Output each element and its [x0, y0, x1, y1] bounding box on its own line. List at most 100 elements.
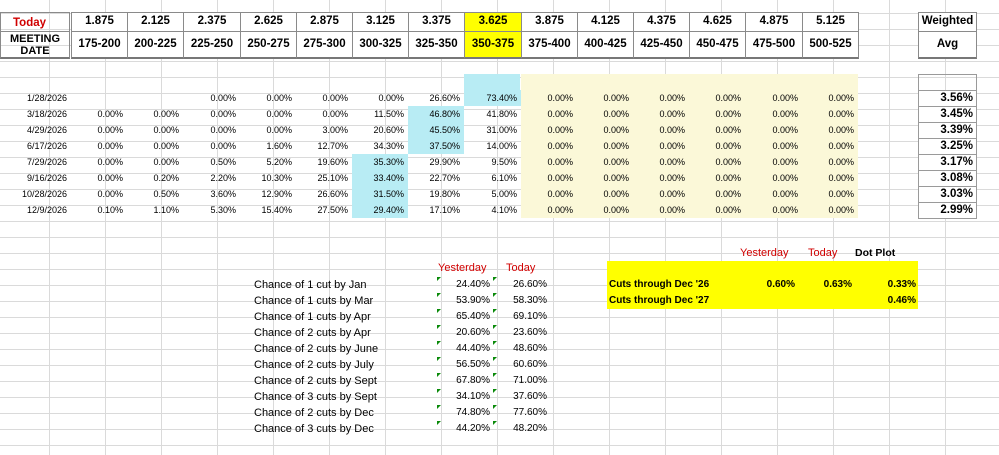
- probability-cell[interactable]: 0.00%: [210, 109, 236, 119]
- probability-cell[interactable]: 26.60%: [429, 93, 460, 103]
- probability-cell[interactable]: 0.00%: [689, 186, 745, 202]
- probability-cell[interactable]: 0.00%: [745, 138, 802, 154]
- range-header-13[interactable]: 500-525: [802, 31, 859, 59]
- probability-cell[interactable]: 6.10%: [491, 173, 517, 183]
- meeting-date-cell[interactable]: 3/18/2026: [26, 109, 67, 119]
- cuts-dot-plot-value[interactable]: 0.46%: [887, 295, 916, 306]
- probability-cell[interactable]: 0.00%: [97, 189, 123, 199]
- probability-cell[interactable]: 0.00%: [745, 154, 802, 170]
- rate-header-12[interactable]: 4.875: [745, 12, 803, 32]
- probability-cell[interactable]: 0.00%: [521, 202, 577, 218]
- chance-yesterday-value[interactable]: 44.40%: [437, 341, 493, 357]
- probability-cell[interactable]: 0.00%: [802, 202, 858, 218]
- probability-cell[interactable]: 2.20%: [210, 173, 236, 183]
- chance-yesterday-value[interactable]: 44.20%: [437, 421, 493, 437]
- probability-cell[interactable]: 0.00%: [210, 141, 236, 151]
- probability-cell[interactable]: 0.50%: [210, 157, 236, 167]
- rate-header-2[interactable]: 2.375: [183, 12, 241, 32]
- chance-today-value[interactable]: 48.60%: [493, 341, 550, 357]
- range-header-10[interactable]: 425-450: [633, 31, 690, 59]
- probability-cell[interactable]: 0.00%: [689, 90, 745, 106]
- chance-label[interactable]: Chance of 2 cuts by Dec: [254, 407, 374, 419]
- range-header-12[interactable]: 475-500: [745, 31, 803, 59]
- range-header-11[interactable]: 450-475: [689, 31, 746, 59]
- probability-cell[interactable]: 45.50%: [408, 122, 464, 138]
- probability-cell[interactable]: 0.00%: [745, 202, 802, 218]
- probability-cell[interactable]: 0.00%: [266, 109, 292, 119]
- chance-yesterday-value[interactable]: 20.60%: [437, 325, 493, 341]
- probability-cell[interactable]: [71, 90, 127, 106]
- probability-cell[interactable]: 0.00%: [577, 170, 633, 186]
- weighted-avg-subheader[interactable]: Avg: [918, 31, 977, 59]
- probability-cell[interactable]: 31.00%: [486, 125, 517, 135]
- probability-cell[interactable]: 0.00%: [521, 186, 577, 202]
- probability-cell[interactable]: 0.20%: [153, 173, 179, 183]
- rate-header-1[interactable]: 2.125: [127, 12, 184, 32]
- probability-cell[interactable]: 0.00%: [577, 106, 633, 122]
- probability-cell[interactable]: 0.00%: [97, 141, 123, 151]
- probability-cell[interactable]: 0.00%: [633, 154, 689, 170]
- probability-cell[interactable]: 37.50%: [408, 138, 464, 154]
- probability-cell[interactable]: 0.00%: [633, 186, 689, 202]
- meeting-date-header[interactable]: MEETING DATE: [0, 31, 70, 59]
- probability-cell[interactable]: 0.00%: [266, 93, 292, 103]
- range-header-4[interactable]: 275-300: [296, 31, 353, 59]
- chance-label[interactable]: Chance of 3 cuts by Sept: [254, 391, 377, 403]
- cuts-yesterday-value[interactable]: [740, 293, 795, 309]
- range-header-2[interactable]: 225-250: [183, 31, 241, 59]
- probability-cell[interactable]: 0.00%: [153, 157, 179, 167]
- probability-cell[interactable]: 1.10%: [153, 205, 179, 215]
- probability-cell[interactable]: 17.10%: [429, 205, 460, 215]
- rate-header-13[interactable]: 5.125: [802, 12, 859, 32]
- probability-cell[interactable]: 29.40%: [352, 202, 408, 218]
- probability-cell[interactable]: 41.80%: [486, 109, 517, 119]
- probability-cell[interactable]: 0.00%: [97, 125, 123, 135]
- rate-header-6[interactable]: 3.375: [408, 12, 465, 32]
- probability-cell[interactable]: 0.00%: [745, 90, 802, 106]
- probability-cell[interactable]: 0.00%: [633, 122, 689, 138]
- chance-label[interactable]: Chance of 1 cuts by Apr: [254, 311, 371, 323]
- weighted-avg-cell[interactable]: 3.39%: [918, 122, 977, 139]
- probability-cell[interactable]: 0.00%: [153, 125, 179, 135]
- probability-cell[interactable]: 5.20%: [266, 157, 292, 167]
- probability-cell[interactable]: 0.50%: [153, 189, 179, 199]
- cuts-today-value[interactable]: 0.63%: [823, 279, 852, 290]
- chance-label[interactable]: Chance of 1 cuts by Mar: [254, 295, 374, 307]
- probability-cell[interactable]: 1.60%: [266, 141, 292, 151]
- range-header-6[interactable]: 325-350: [408, 31, 465, 59]
- rate-header-3[interactable]: 2.625: [240, 12, 297, 32]
- weighted-avg-cell[interactable]: 3.08%: [918, 170, 977, 187]
- probability-cell[interactable]: 10.30%: [261, 173, 292, 183]
- probability-cell[interactable]: 0.00%: [802, 122, 858, 138]
- probability-cell[interactable]: 0.00%: [577, 90, 633, 106]
- probability-cell[interactable]: 12.90%: [261, 189, 292, 199]
- range-header-7[interactable]: 350-375: [464, 31, 522, 59]
- range-header-0[interactable]: 175-200: [71, 31, 128, 59]
- probability-cell[interactable]: 0.00%: [745, 186, 802, 202]
- rate-header-7[interactable]: 3.625: [464, 12, 522, 32]
- probability-cell[interactable]: 46.80%: [408, 106, 464, 122]
- meeting-date-cell[interactable]: 7/29/2026: [26, 157, 67, 167]
- chance-today-value[interactable]: 23.60%: [493, 325, 550, 341]
- probability-cell[interactable]: 0.00%: [322, 93, 348, 103]
- probability-cell[interactable]: 0.00%: [521, 106, 577, 122]
- meeting-date-cell[interactable]: 9/16/2026: [26, 173, 67, 183]
- probability-cell[interactable]: 5.30%: [210, 205, 236, 215]
- probability-cell[interactable]: 0.00%: [521, 122, 577, 138]
- rate-header-4[interactable]: 2.875: [296, 12, 353, 32]
- probability-cell[interactable]: 0.00%: [577, 154, 633, 170]
- chance-today-value[interactable]: 26.60%: [493, 277, 550, 293]
- probability-cell[interactable]: 0.00%: [689, 106, 745, 122]
- meeting-date-cell[interactable]: 1/28/2026: [26, 93, 67, 103]
- probability-cell[interactable]: 3.60%: [210, 189, 236, 199]
- probability-cell[interactable]: 0.00%: [521, 90, 577, 106]
- probability-cell[interactable]: 0.00%: [633, 202, 689, 218]
- chance-label[interactable]: Chance of 3 cuts by Dec: [254, 423, 374, 435]
- probability-cell[interactable]: 14.00%: [486, 141, 517, 151]
- meeting-date-cell[interactable]: 6/17/2026: [26, 141, 67, 151]
- weighted-avg-cell[interactable]: 3.45%: [918, 106, 977, 123]
- probability-cell[interactable]: 0.00%: [802, 106, 858, 122]
- meeting-date-cell[interactable]: 10/28/2026: [21, 189, 67, 199]
- chance-today-value[interactable]: 71.00%: [493, 373, 550, 389]
- chance-today-value[interactable]: 69.10%: [493, 309, 550, 325]
